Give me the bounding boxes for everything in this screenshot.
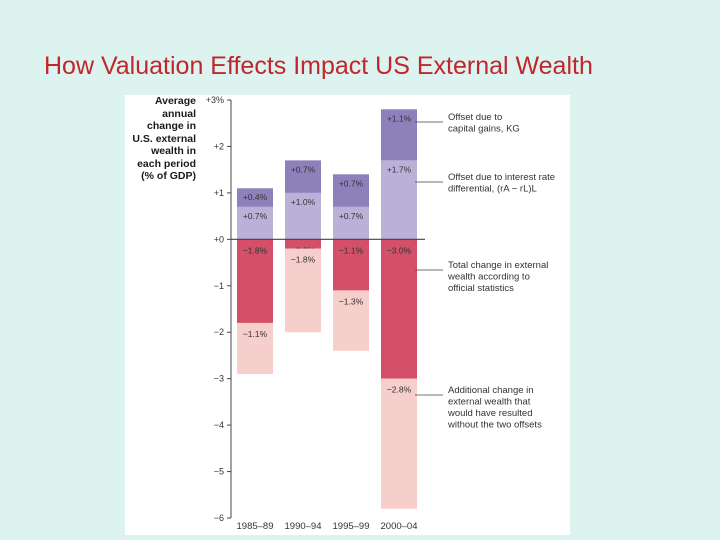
data-label: +0.7%	[291, 164, 316, 174]
bar-total-change	[381, 239, 417, 379]
annotation-text: Additional change in	[448, 385, 534, 396]
bar-capital-gains	[333, 174, 369, 207]
y-tick-label: −1	[214, 281, 224, 291]
x-tick-label: 2000–04	[381, 521, 418, 532]
data-label: −2.8%	[387, 385, 412, 395]
data-label: −1.1%	[243, 329, 268, 339]
annotation-text: capital gains, KG	[448, 124, 520, 135]
y-axis-label-line: Average	[154, 95, 196, 107]
y-tick-label: −4	[214, 420, 224, 430]
bar-additional	[285, 248, 321, 333]
y-tick-label: −2	[214, 327, 224, 337]
annotation-text: wealth according to	[447, 272, 530, 283]
y-tick-label: −3	[214, 374, 224, 384]
data-label: −1.1%	[339, 245, 364, 255]
bar-interest-diff	[237, 206, 273, 240]
chart-figure: Average annual change in U.S. external wealt…	[125, 95, 570, 535]
y-axis-label-line: (% of GDP)	[141, 170, 196, 182]
annotation-text: Offset due to interest rate	[448, 172, 555, 183]
bar-interest-diff	[381, 160, 417, 240]
y-tick-label: −6	[214, 513, 224, 523]
y-tick-label: −5	[214, 467, 224, 477]
bar-additional	[237, 322, 273, 375]
data-label: −1.8%	[243, 245, 268, 255]
annotation-text: external wealth that	[448, 397, 531, 408]
y-tick-label: +3%	[206, 95, 224, 105]
y-tick-label: +1	[214, 188, 224, 198]
bar-total-change	[285, 239, 321, 249]
bar-capital-gains	[237, 188, 273, 207]
y-axis-label: Average annual change in U.S. external wealt…	[125, 95, 196, 183]
bar-capital-gains	[381, 109, 417, 161]
data-label: +0.7%	[339, 211, 364, 221]
data-label: +0.7%	[243, 211, 268, 221]
y-axis-label-line: wealth in	[151, 145, 196, 157]
annotation-text: differential, (rA − rL)L	[448, 184, 537, 195]
annotation-text: Offset due to	[448, 112, 502, 123]
data-label: +0.7%	[339, 178, 364, 188]
data-label: +1.1%	[387, 113, 412, 123]
annotation-text: official statistics	[448, 283, 514, 294]
data-label: +1.0%	[291, 197, 316, 207]
data-label: −3.0%	[387, 245, 412, 255]
y-axis-label-line: annual	[162, 107, 196, 120]
annotation-text: Total change in external	[448, 260, 548, 271]
y-tick-label: +0	[214, 234, 224, 244]
y-axis-label-line: each period	[137, 157, 196, 170]
bar-interest-diff	[333, 206, 369, 240]
x-tick-label: 1990–94	[285, 521, 322, 532]
bar-additional	[333, 290, 369, 351]
chart-svg: +3% +2 +1 +0 −1 −2 −3 −4 −5 −6 +0.7% +0.4% −1.8% −1.1…	[206, 95, 555, 532]
data-label: +1.7%	[387, 164, 412, 174]
bar-total-change	[237, 239, 273, 323]
annotation-text: would have resulted	[447, 408, 533, 419]
bar-interest-diff	[285, 192, 321, 240]
x-tick-label: 1995–99	[333, 521, 370, 532]
y-tick-label: +2	[214, 141, 224, 151]
data-label: +0.4%	[243, 192, 268, 202]
bar-capital-gains	[285, 160, 321, 193]
data-label: −1.3%	[339, 296, 364, 306]
x-tick-label: 1985–89	[237, 521, 274, 532]
data-label: −1.8%	[291, 255, 316, 265]
bar-total-change	[333, 239, 369, 291]
bar-additional	[381, 378, 417, 509]
y-axis-label-line: change in	[146, 120, 196, 132]
y-axis-label-line: U.S. external	[132, 132, 196, 145]
slide-title: How Valuation Effects Impact US External…	[44, 52, 593, 80]
annotation-text: without the two offsets	[447, 420, 542, 431]
